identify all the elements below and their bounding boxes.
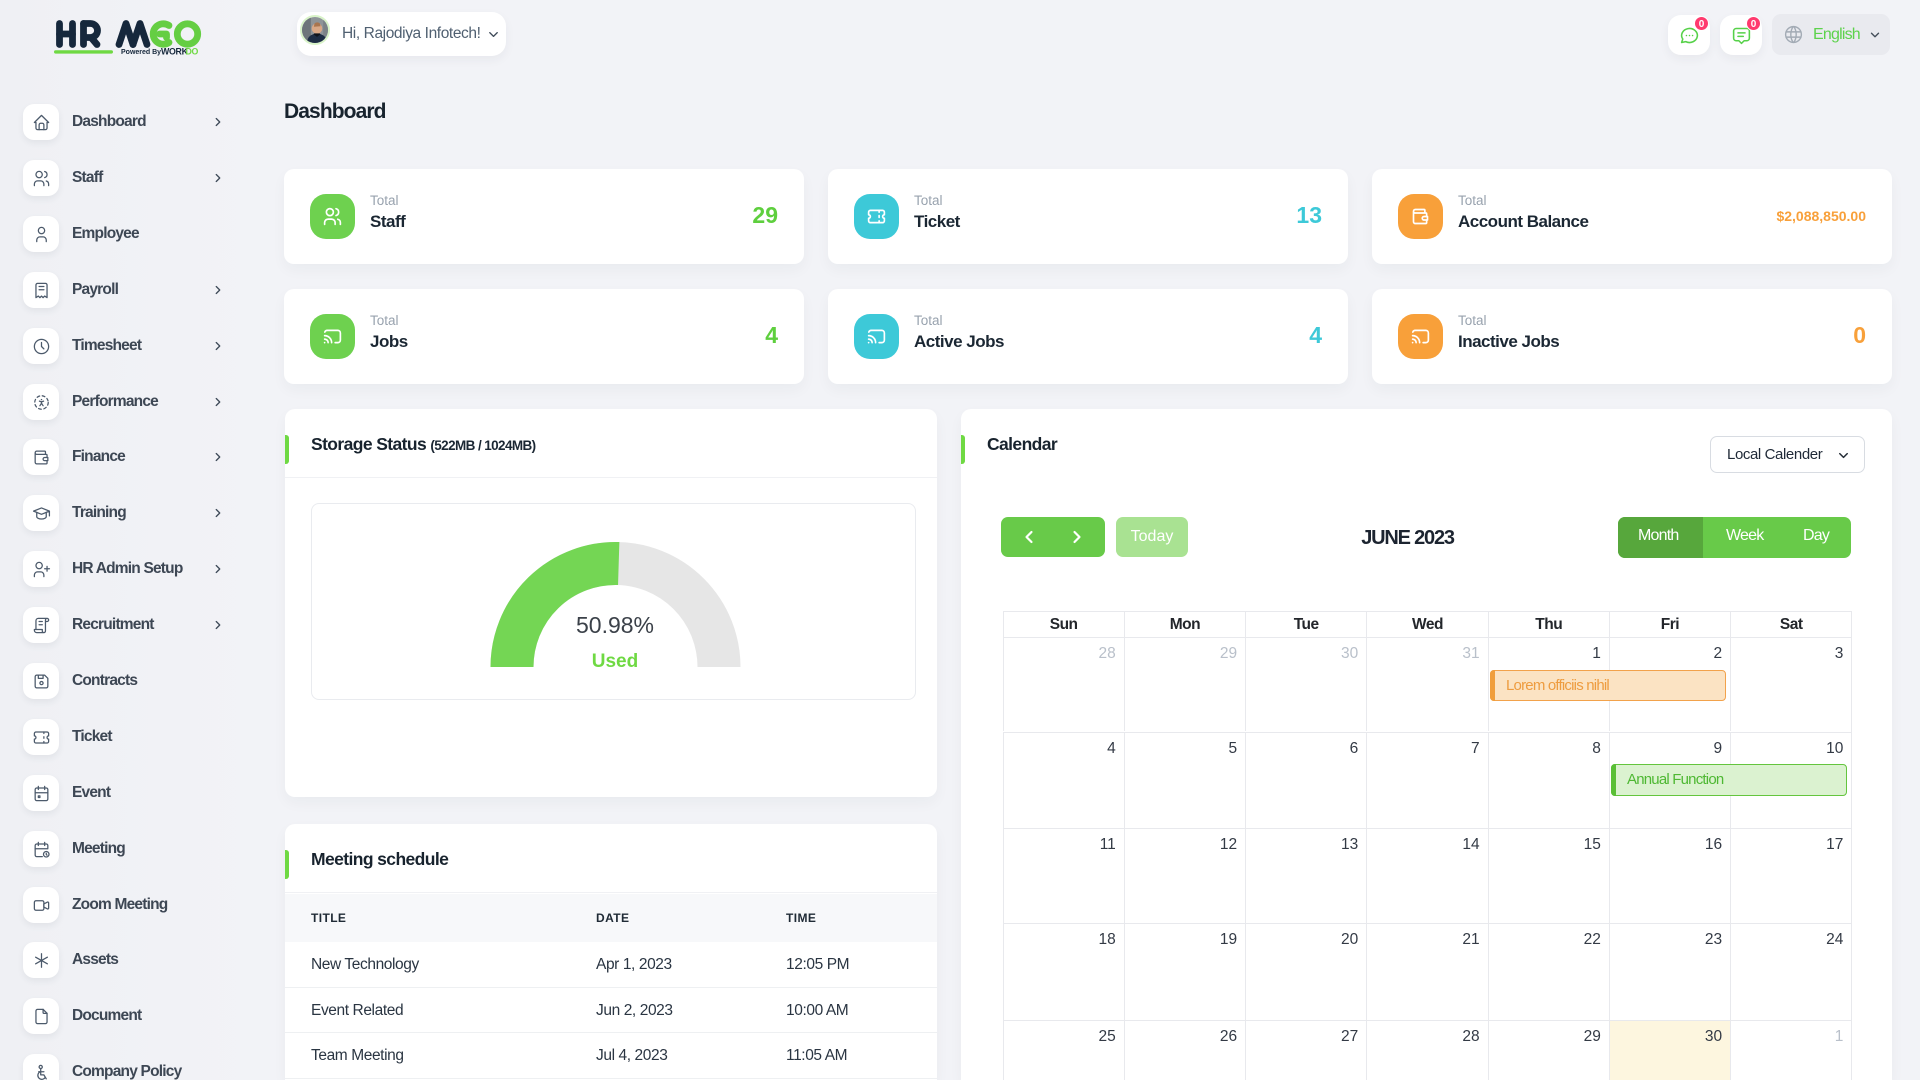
- svg-text:Powered By: Powered By: [121, 49, 161, 56]
- svg-text:WORK: WORK: [161, 46, 189, 56]
- svg-text:Used: Used: [592, 651, 638, 672]
- svg-text:50.98%: 50.98%: [576, 612, 654, 638]
- svg-text:DO: DO: [186, 46, 199, 56]
